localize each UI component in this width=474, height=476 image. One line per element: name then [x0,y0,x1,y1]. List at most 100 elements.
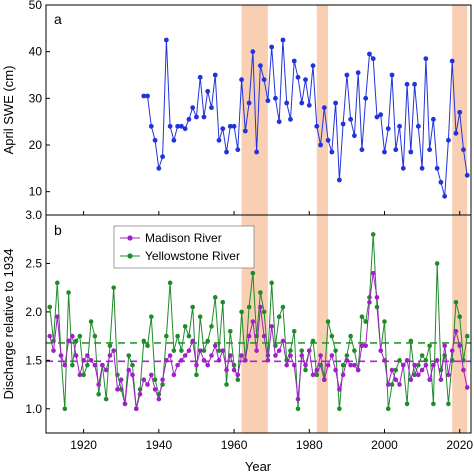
shaded-periods-b [241,215,468,433]
swe-point [325,137,331,143]
swe-point [201,114,207,120]
yellowstone-point [352,348,357,353]
swe-point [378,112,384,118]
madison-point [280,338,286,344]
yellowstone-point [212,295,218,300]
madison-point [261,333,267,339]
madison-point [126,367,132,373]
madison-point [325,362,331,368]
swe-point [442,193,448,199]
x-axis-label: Year [245,459,272,474]
madison-point [212,343,218,349]
yellowstone-point [179,348,184,353]
madison-point [344,358,350,363]
yellowstone-point [258,290,263,295]
madison-point [389,367,395,373]
swe-point [288,116,293,122]
yellowstone-point [453,299,459,305]
madison-point [378,348,384,353]
madison-point [404,358,410,363]
madison-point [295,396,301,402]
swe-point [167,123,173,129]
madison-point [201,358,207,363]
madison-point [197,348,203,353]
swe-point [329,149,335,155]
y-tick-label: 2.0 [25,305,42,319]
yellowstone-point [416,362,421,368]
yellowstone-point [88,319,94,324]
madison-point [464,385,470,390]
madison-point [51,348,56,353]
yellowstone-point [167,280,173,286]
madison-point [81,358,86,363]
swe-point [141,93,147,99]
swe-point [340,121,346,127]
madison-point [186,348,192,353]
madison-point [205,362,211,368]
madison-point [231,367,237,373]
madison-point [310,372,316,378]
panel-label-b: b [54,222,62,238]
swe-point [239,77,244,83]
swe-point [446,137,451,143]
y-tick-label: 3.0 [25,208,42,222]
madison-point [340,372,346,378]
y-ticks-b: 1.0 1.5 2.0 2.5 3.0 [25,208,50,416]
swe-point [363,95,369,101]
madison-point [85,353,90,358]
yellowstone-point [288,348,293,353]
swe-point [367,51,372,57]
swe-point [273,95,278,101]
swe-point [182,126,188,132]
madison-point [118,377,124,383]
madison-point [156,396,162,402]
madison-point [370,270,376,276]
yellowstone-point [186,333,192,339]
yellowstone-point [81,372,86,378]
madison-point [175,362,180,368]
madison-point [149,372,154,378]
yellowstone-point [152,377,158,383]
swe-point [156,165,162,171]
y-axis-label-a: April SWE (cm) [1,66,16,155]
yellowstone-point [190,304,195,310]
yellowstone-point [224,382,229,387]
madison-point [103,367,109,373]
madison-point [254,348,259,353]
swe-point [175,123,181,129]
legend-marker-madison [127,235,133,241]
swe-point [148,123,154,129]
yellowstone-point [250,270,256,276]
swe-line [143,39,468,197]
yellowstone-point [194,372,199,378]
madison-point [291,362,297,368]
yellowstone-point [295,406,301,412]
yellowstone-point [457,314,463,320]
yellowstone-point [337,406,342,412]
madison-point [419,367,425,373]
madison-point [408,377,414,383]
swe-point [242,128,248,134]
yellowstone-point [261,309,267,315]
swe-point [178,123,184,129]
madison-point [115,387,120,392]
yellowstone-point [164,333,169,339]
madison-point [453,328,459,334]
swe-point [224,149,229,155]
madison-point [130,372,135,378]
x-tick-label: 1940 [145,438,172,452]
swe-point [434,165,440,171]
panel-label-a: a [54,11,62,27]
swe-point [269,44,275,50]
madison-point [359,343,365,349]
yellowstone-point [107,343,113,349]
madison-point [303,362,308,368]
swe-point [374,114,380,120]
madison-point [160,377,165,383]
madison-point [73,353,79,358]
swe-point [408,149,414,155]
madison-point [427,377,432,383]
madison-point [224,367,229,373]
swe-point [299,100,305,106]
swe-point [355,70,361,76]
